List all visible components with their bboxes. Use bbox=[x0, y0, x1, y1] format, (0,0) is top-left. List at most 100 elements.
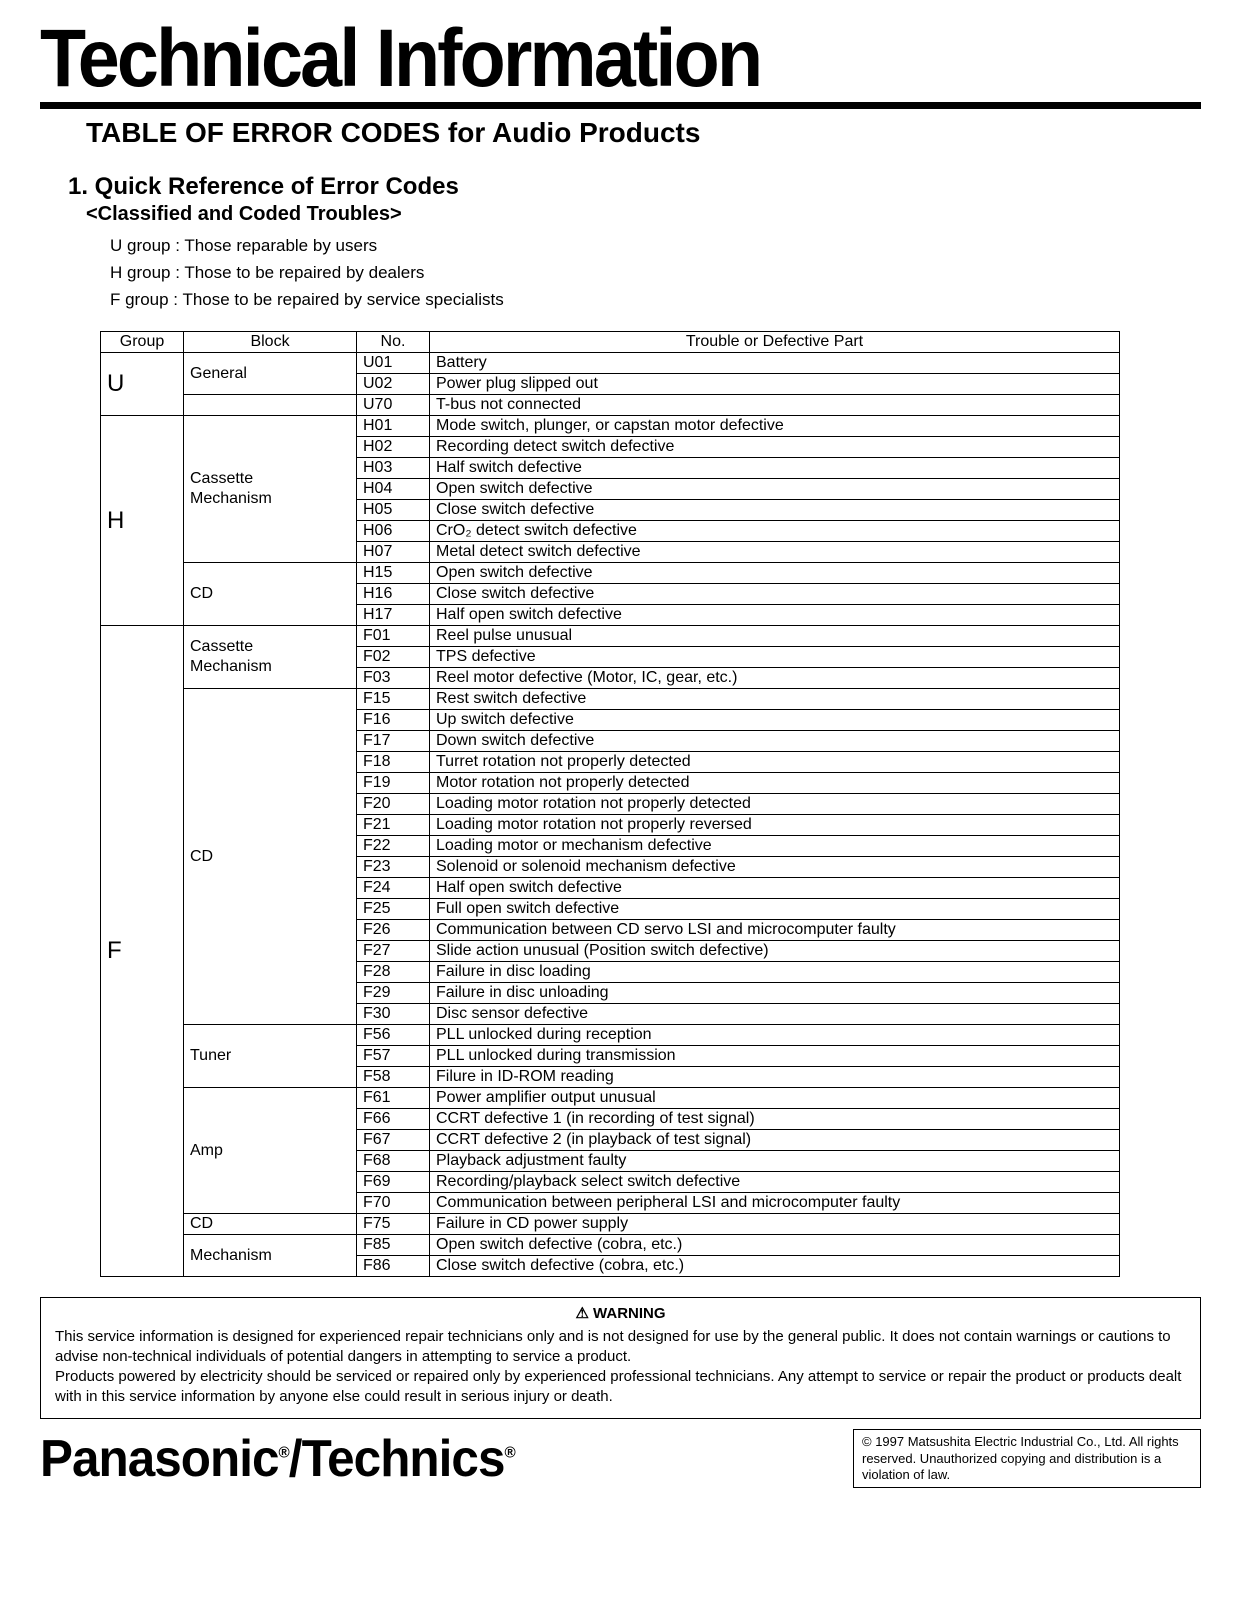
code-no-cell: H16 bbox=[357, 584, 430, 605]
code-no-cell: F20 bbox=[357, 794, 430, 815]
code-no-cell: F57 bbox=[357, 1046, 430, 1067]
block-cell: General bbox=[184, 353, 357, 395]
page-title: Technical Information bbox=[40, 20, 1108, 98]
trouble-cell: Open switch defective (cobra, etc.) bbox=[430, 1235, 1120, 1256]
trouble-cell: Half open switch defective bbox=[430, 878, 1120, 899]
trouble-cell: Slide action unusual (Position switch de… bbox=[430, 941, 1120, 962]
trouble-cell: Solenoid or solenoid mechanism defective bbox=[430, 857, 1120, 878]
warning-box: ⚠ WARNING This service information is de… bbox=[40, 1297, 1201, 1418]
table-row: U70T-bus not connected bbox=[101, 395, 1120, 416]
table-row: MechanismF85Open switch defective (cobra… bbox=[101, 1235, 1120, 1256]
code-no-cell: F30 bbox=[357, 1004, 430, 1025]
code-no-cell: H15 bbox=[357, 563, 430, 584]
code-no-cell: F58 bbox=[357, 1067, 430, 1088]
group-cell: U bbox=[101, 353, 184, 416]
code-no-cell: F22 bbox=[357, 836, 430, 857]
code-no-cell: F23 bbox=[357, 857, 430, 878]
col-header-no: No. bbox=[357, 332, 430, 353]
table-row: CDF75Failure in CD power supply bbox=[101, 1214, 1120, 1235]
table-header-row: Group Block No. Trouble or Defective Par… bbox=[101, 332, 1120, 353]
trouble-cell: Open switch defective bbox=[430, 479, 1120, 500]
code-no-cell: H04 bbox=[357, 479, 430, 500]
trouble-cell: Power amplifier output unusual bbox=[430, 1088, 1120, 1109]
trouble-cell: Reel pulse unusual bbox=[430, 626, 1120, 647]
block-cell bbox=[184, 395, 357, 416]
block-cell: CassetteMechanism bbox=[184, 626, 357, 689]
trouble-cell: Metal detect switch defective bbox=[430, 542, 1120, 563]
code-no-cell: F86 bbox=[357, 1256, 430, 1277]
trouble-cell: Disc sensor defective bbox=[430, 1004, 1120, 1025]
code-no-cell: U02 bbox=[357, 374, 430, 395]
group-cell: F bbox=[101, 626, 184, 1277]
trouble-cell: Power plug slipped out bbox=[430, 374, 1120, 395]
trouble-cell: T-bus not connected bbox=[430, 395, 1120, 416]
code-no-cell: F29 bbox=[357, 983, 430, 1004]
trouble-cell: Up switch defective bbox=[430, 710, 1120, 731]
trouble-cell: Loading motor or mechanism defective bbox=[430, 836, 1120, 857]
code-no-cell: F17 bbox=[357, 731, 430, 752]
code-no-cell: F25 bbox=[357, 899, 430, 920]
trouble-cell: TPS defective bbox=[430, 647, 1120, 668]
code-no-cell: F26 bbox=[357, 920, 430, 941]
block-cell: Mechanism bbox=[184, 1235, 357, 1277]
code-no-cell: F18 bbox=[357, 752, 430, 773]
trouble-cell: Close switch defective bbox=[430, 584, 1120, 605]
code-no-cell: F56 bbox=[357, 1025, 430, 1046]
trouble-cell: PLL unlocked during reception bbox=[430, 1025, 1120, 1046]
code-no-cell: F61 bbox=[357, 1088, 430, 1109]
footer: Panasonic®/Technics® © 1997 Matsushita E… bbox=[40, 1429, 1201, 1489]
table-row: HCassetteMechanismH01Mode switch, plunge… bbox=[101, 416, 1120, 437]
table-row: TunerF56PLL unlocked during reception bbox=[101, 1025, 1120, 1046]
error-code-table: Group Block No. Trouble or Defective Par… bbox=[100, 331, 1120, 1277]
code-no-cell: H05 bbox=[357, 500, 430, 521]
trouble-cell: Close switch defective (cobra, etc.) bbox=[430, 1256, 1120, 1277]
code-no-cell: F03 bbox=[357, 668, 430, 689]
code-no-cell: U70 bbox=[357, 395, 430, 416]
code-no-cell: F75 bbox=[357, 1214, 430, 1235]
trouble-cell: Communication between CD servo LSI and m… bbox=[430, 920, 1120, 941]
trouble-cell: Reel motor defective (Motor, IC, gear, e… bbox=[430, 668, 1120, 689]
trouble-cell: Loading motor rotation not properly reve… bbox=[430, 815, 1120, 836]
trouble-cell: Communication between peripheral LSI and… bbox=[430, 1193, 1120, 1214]
code-no-cell: F01 bbox=[357, 626, 430, 647]
col-header-trouble: Trouble or Defective Part bbox=[430, 332, 1120, 353]
trouble-cell: Full open switch defective bbox=[430, 899, 1120, 920]
trouble-cell: Failure in disc loading bbox=[430, 962, 1120, 983]
trouble-cell: CrO₂ detect switch defective bbox=[430, 521, 1120, 542]
block-cell: Amp bbox=[184, 1088, 357, 1214]
code-no-cell: F21 bbox=[357, 815, 430, 836]
table-row: AmpF61Power amplifier output unusual bbox=[101, 1088, 1120, 1109]
warning-title: ⚠ WARNING bbox=[55, 1304, 1186, 1324]
trouble-cell: Down switch defective bbox=[430, 731, 1120, 752]
code-no-cell: F28 bbox=[357, 962, 430, 983]
trouble-cell: CCRT defective 1 (in recording of test s… bbox=[430, 1109, 1120, 1130]
section-heading: 1. Quick Reference of Error Codes bbox=[68, 173, 1201, 201]
trouble-cell: Recording/playback select switch defecti… bbox=[430, 1172, 1120, 1193]
trouble-cell: Mode switch, plunger, or capstan motor d… bbox=[430, 416, 1120, 437]
code-no-cell: F19 bbox=[357, 773, 430, 794]
code-no-cell: H02 bbox=[357, 437, 430, 458]
code-no-cell: F27 bbox=[357, 941, 430, 962]
code-no-cell: F70 bbox=[357, 1193, 430, 1214]
code-no-cell: F16 bbox=[357, 710, 430, 731]
trouble-cell: Turret rotation not properly detected bbox=[430, 752, 1120, 773]
code-no-cell: F66 bbox=[357, 1109, 430, 1130]
section-subheading: <Classified and Coded Troubles> bbox=[86, 203, 1201, 226]
block-cell: CassetteMechanism bbox=[184, 416, 357, 563]
code-no-cell: H17 bbox=[357, 605, 430, 626]
trouble-cell: Half open switch defective bbox=[430, 605, 1120, 626]
table-row: FCassetteMechanismF01Reel pulse unusual bbox=[101, 626, 1120, 647]
trouble-cell: Filure in ID-ROM reading bbox=[430, 1067, 1120, 1088]
code-no-cell: H06 bbox=[357, 521, 430, 542]
warning-body: This service information is designed for… bbox=[55, 1327, 1186, 1408]
trouble-cell: Failure in disc unloading bbox=[430, 983, 1120, 1004]
trouble-cell: Failure in CD power supply bbox=[430, 1214, 1120, 1235]
trouble-cell: Open switch defective bbox=[430, 563, 1120, 584]
trouble-cell: Close switch defective bbox=[430, 500, 1120, 521]
table-row: CDH15Open switch defective bbox=[101, 563, 1120, 584]
code-no-cell: F67 bbox=[357, 1130, 430, 1151]
block-cell: Tuner bbox=[184, 1025, 357, 1088]
col-header-block: Block bbox=[184, 332, 357, 353]
code-no-cell: H07 bbox=[357, 542, 430, 563]
group-cell: H bbox=[101, 416, 184, 626]
